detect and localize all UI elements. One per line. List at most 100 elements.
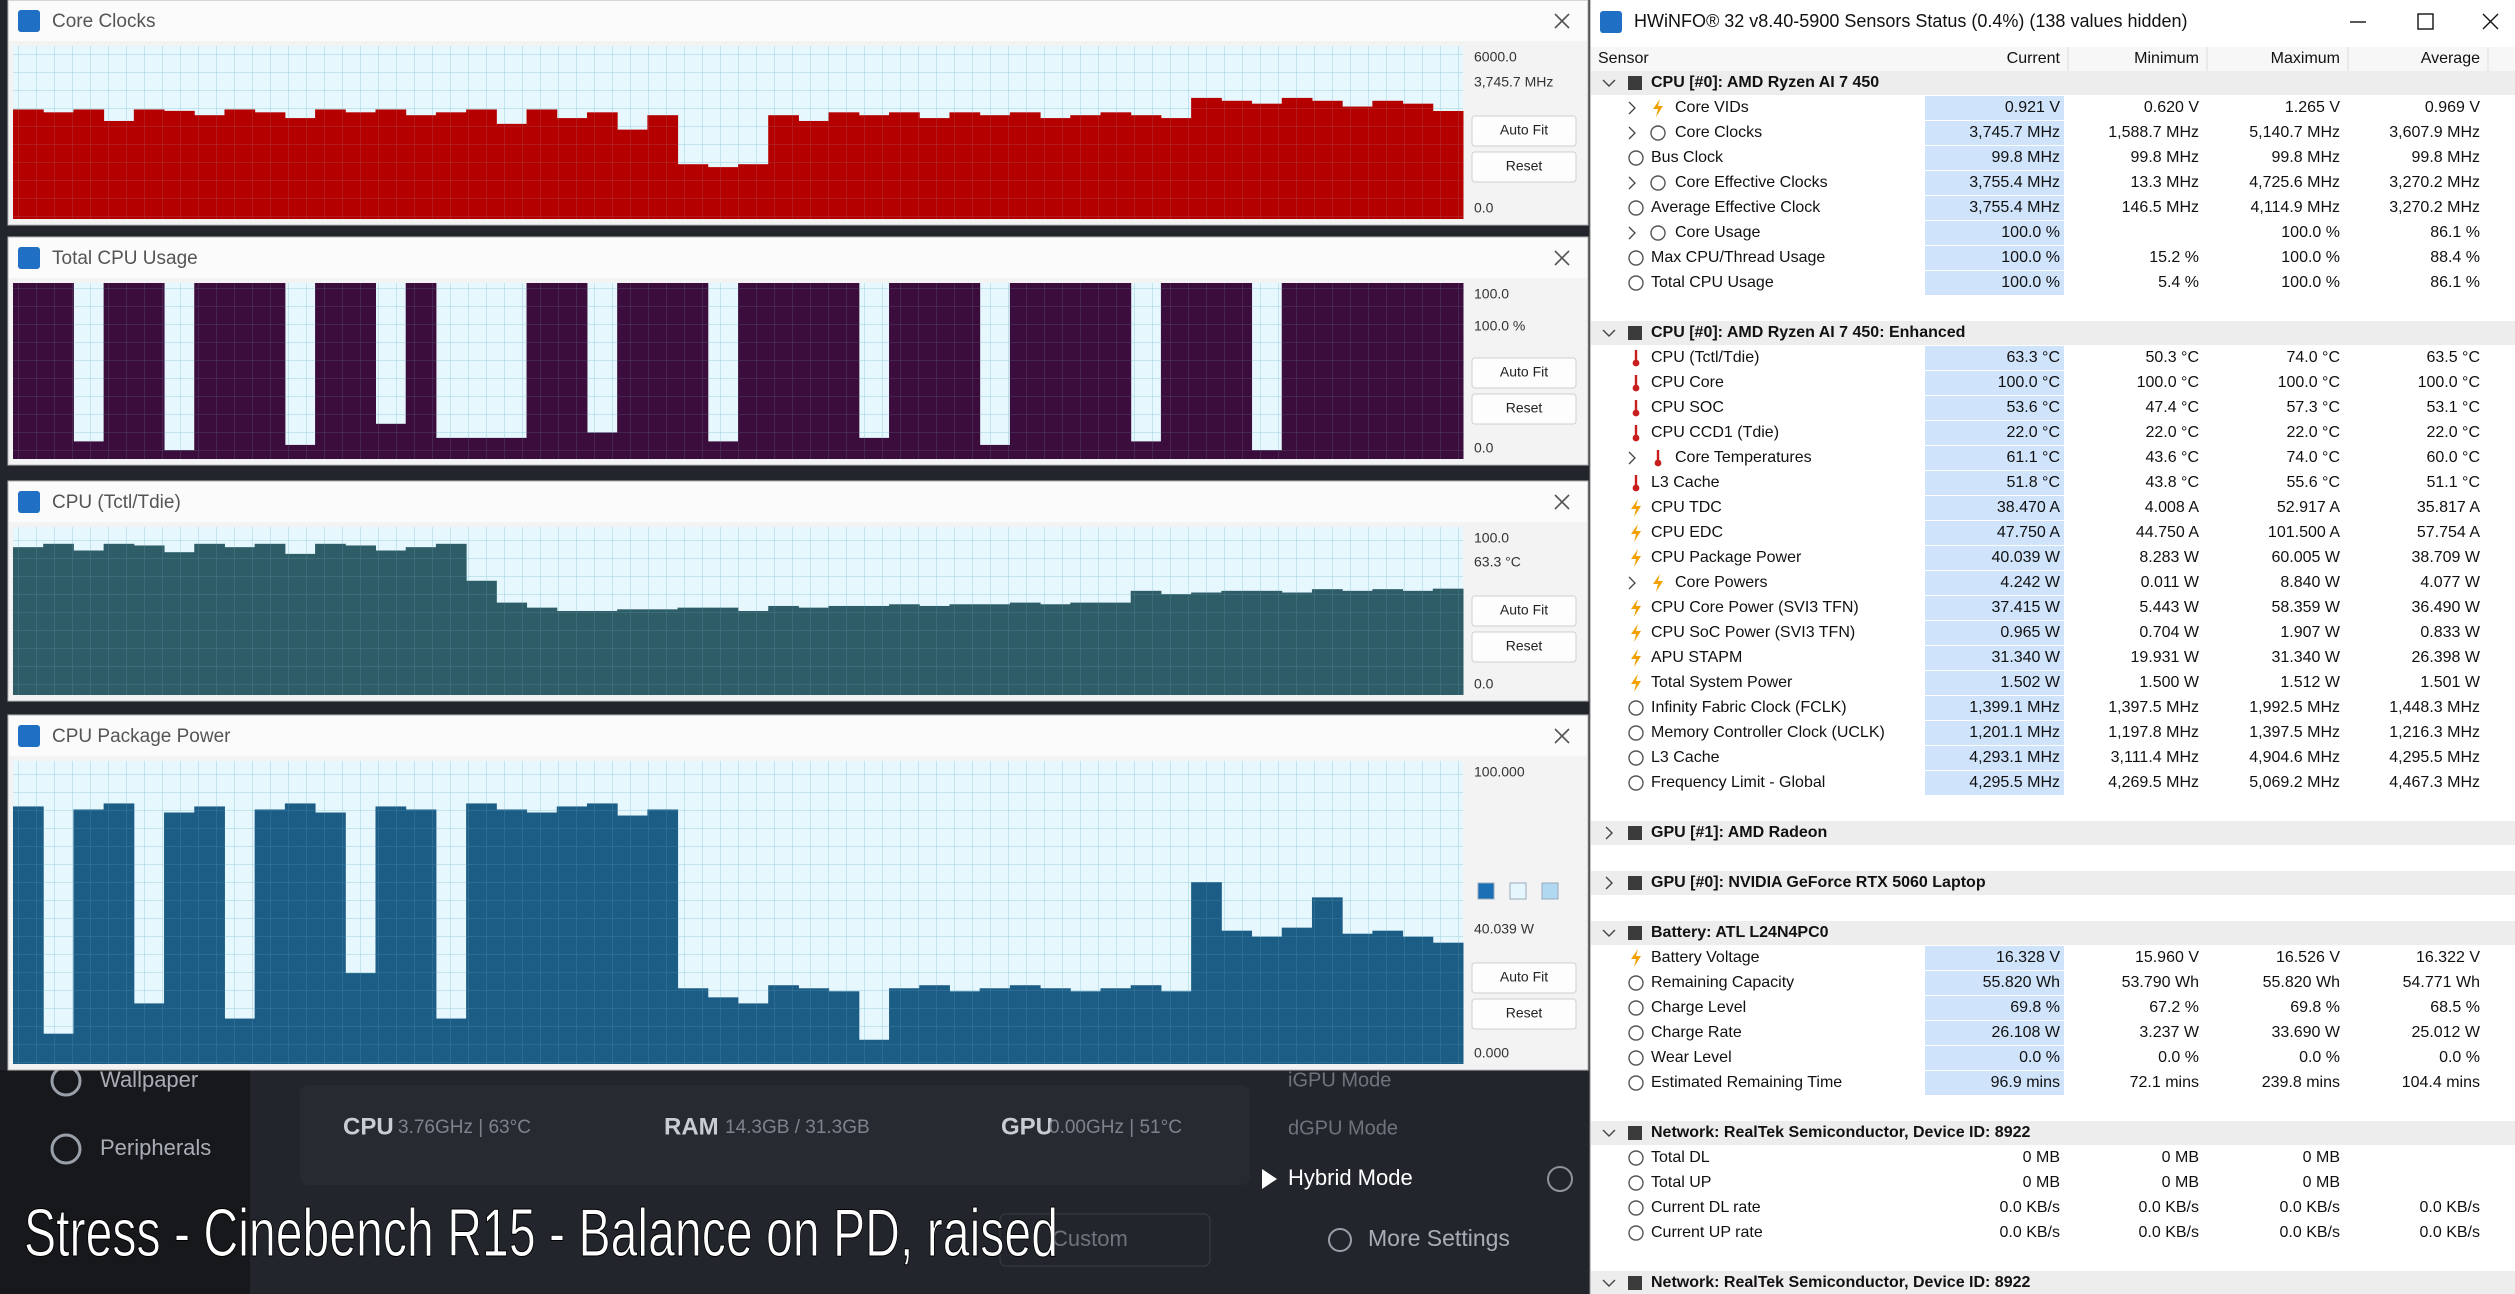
button-label[interactable]: Reset [1506,400,1543,416]
sensor-label[interactable]: APU STAPM [1651,649,1742,666]
color-box[interactable] [1477,882,1495,900]
sensor-label[interactable]: Charge Level [1651,999,1746,1016]
sensor-label[interactable]: L3 Cache [1651,474,1720,491]
sensor-label[interactable]: Memory Controller Clock (UCLK) [1651,724,1885,741]
button[interactable] [1471,998,1577,1030]
sensor-label[interactable]: CPU SoC Power (SVI3 TFN) [1651,624,1855,641]
sensor-label[interactable]: Wear Level [1651,1049,1732,1066]
expand-arrow[interactable] [1628,176,1636,190]
expand-arrow[interactable] [1628,576,1636,590]
sensor-label[interactable]: Core VIDs [1675,99,1749,116]
expand-arrow[interactable] [1628,451,1636,465]
sensor-label[interactable]: Charge Rate [1651,1024,1742,1041]
button[interactable] [1471,151,1577,183]
section-row[interactable] [1591,321,2515,345]
button-label[interactable]: Auto Fit [1500,364,1548,380]
custom[interactable]: Custom [1052,1226,1128,1251]
sensor-label[interactable]: CPU EDC [1651,524,1723,541]
sensor-label[interactable]: Core Usage [1675,224,1760,241]
color-box[interactable] [1509,882,1527,900]
mode-option[interactable]: dGPU Mode [1288,1117,1398,1139]
close-button[interactable] [1554,13,1570,29]
expand-arrow[interactable] [1605,876,1613,890]
section-row[interactable] [1591,71,2515,95]
sensor-label[interactable]: Battery Voltage [1651,949,1760,966]
sensor-label[interactable]: Estimated Remaining Time [1651,1074,1842,1091]
mode-option[interactable]: iGPU Mode [1288,1069,1391,1091]
sensor-label[interactable]: Core Clocks [1675,124,1762,141]
collapse-arrow[interactable] [1602,1129,1616,1137]
button-label[interactable]: Auto Fit [1500,122,1548,138]
nav-item[interactable]: Wallpaper [100,1067,198,1092]
collapse-arrow[interactable] [1602,1279,1616,1287]
color-box[interactable] [1541,882,1559,900]
sensor-label[interactable]: Frequency Limit - Global [1651,774,1825,791]
button-label[interactable]: Reset [1506,1005,1543,1021]
button[interactable] [1471,357,1577,389]
collapse-arrow[interactable] [1602,329,1616,337]
sensor-label[interactable]: Total UP [1651,1174,1711,1191]
sensor-label[interactable]: Average Effective Clock [1651,199,1821,216]
column-header[interactable]: Average [2421,50,2480,67]
sensor-label[interactable]: Current DL rate [1651,1199,1761,1216]
column-header[interactable]: Minimum [2134,50,2199,67]
section-title: CPU [#0]: AMD Ryzen AI 7 450: Enhanced [1651,324,1965,341]
device-icon [1628,326,1642,340]
button-label[interactable]: Auto Fit [1500,602,1548,618]
sensor-label[interactable]: Core Powers [1675,574,1767,591]
sensor-label[interactable]: CPU (Tctl/Tdie) [1651,349,1759,366]
sensor-label[interactable]: Max CPU/Thread Usage [1651,249,1825,266]
button[interactable] [1471,962,1577,994]
sensor-label[interactable]: CPU Core [1651,374,1724,391]
button[interactable] [1471,115,1577,147]
section-row[interactable] [1591,1121,2515,1145]
sensor-label[interactable]: Total DL [1651,1149,1710,1166]
sensor-label[interactable]: Remaining Capacity [1651,974,1794,991]
section-row[interactable] [1591,921,2515,945]
sensor-label[interactable]: CPU TDC [1651,499,1722,516]
section-row[interactable] [1591,821,2515,845]
close-button[interactable] [1554,728,1570,744]
column-header[interactable]: Maximum [2271,50,2340,67]
collapse-arrow[interactable] [1602,929,1616,937]
collapse-arrow[interactable] [1602,79,1616,87]
close-button[interactable] [1554,250,1570,266]
sensor-label[interactable]: Total CPU Usage [1651,274,1774,291]
more-settings[interactable]: More Settings [1368,1225,1510,1251]
column-header[interactable]: Current [2007,50,2061,67]
sensor-label[interactable]: CPU Package Power [1651,549,1802,566]
sensor-label[interactable]: CPU Core Power (SVI3 TFN) [1651,599,1859,616]
button[interactable] [1471,631,1577,663]
button[interactable] [1471,595,1577,627]
expand-arrow[interactable] [1605,826,1613,840]
sensor-label[interactable]: Core Temperatures [1675,449,1812,466]
close-button[interactable] [2482,13,2499,30]
column-header[interactable]: Sensor [1598,50,1649,67]
sensor-label[interactable]: Total System Power [1651,674,1793,691]
sensor-label[interactable]: CPU CCD1 (Tdie) [1651,424,1779,441]
section-row[interactable] [1591,871,2515,895]
expand-arrow[interactable] [1628,101,1636,115]
sensor-label[interactable]: Infinity Fabric Clock (FCLK) [1651,699,1847,716]
clock-icon [1628,1200,1644,1216]
expand-arrow[interactable] [1628,126,1636,140]
custom-button[interactable] [999,1213,1211,1267]
button-label[interactable]: Reset [1506,638,1543,654]
maximize-button[interactable] [2417,13,2434,30]
expand-arrow[interactable] [1628,226,1636,240]
hybrid-mode[interactable]: Hybrid Mode [1288,1165,1413,1190]
sensor-label[interactable]: Current UP rate [1651,1224,1763,1241]
button[interactable] [1471,393,1577,425]
sensor-label[interactable]: CPU SOC [1651,399,1724,416]
clock-icon [1628,1075,1644,1091]
button-label[interactable]: Reset [1506,158,1543,174]
hybrid-settings[interactable] [1547,1166,1573,1192]
sensor-label[interactable]: Core Effective Clocks [1675,174,1828,191]
sensor-label[interactable]: L3 Cache [1651,749,1720,766]
button-label[interactable]: Auto Fit [1500,969,1548,985]
section-row[interactable] [1591,1271,2515,1294]
close-button[interactable] [1554,494,1570,510]
nav-item[interactable]: Peripherals [100,1135,211,1160]
sensor-label[interactable]: Bus Clock [1651,149,1724,166]
sensor-value: 4,269.5 MHz [2108,774,2199,791]
